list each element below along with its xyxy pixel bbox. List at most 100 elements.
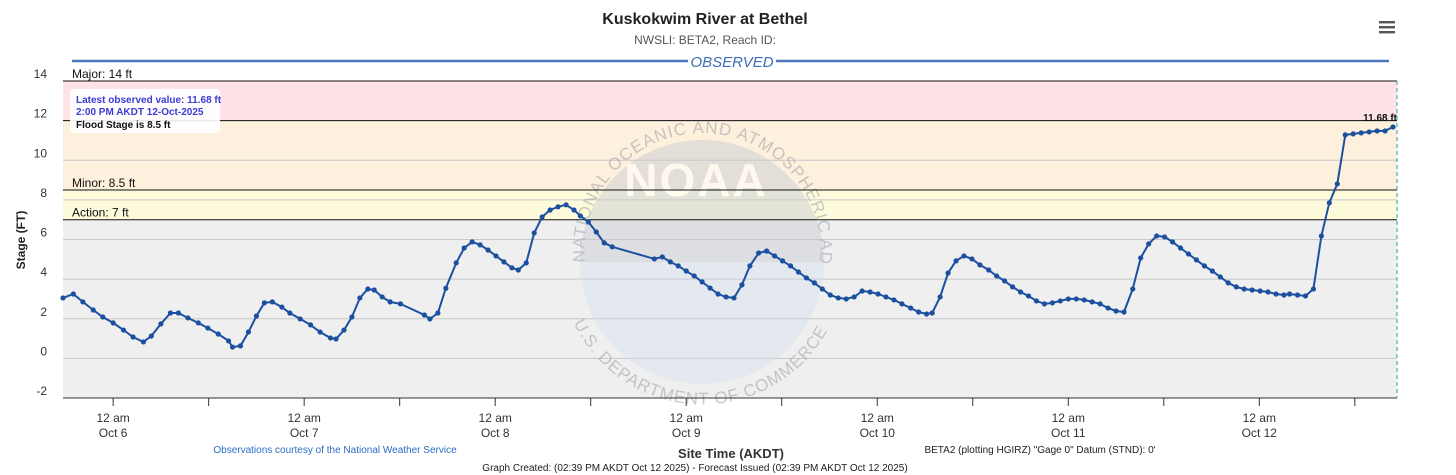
stage-point <box>1073 296 1079 302</box>
stage-point <box>477 242 483 248</box>
stage-point <box>397 301 404 307</box>
menu-button[interactable] <box>1374 15 1400 39</box>
stage-point <box>229 344 236 350</box>
stage-point <box>80 299 86 305</box>
stage-point <box>937 294 943 300</box>
stage-point <box>1342 132 1348 138</box>
stage-point <box>593 229 599 235</box>
stage-point <box>185 315 191 321</box>
tooltip-line: Latest observed value: 11.68 ft <box>76 95 222 106</box>
stage-point <box>130 334 136 340</box>
stage-point <box>803 275 810 281</box>
stage-point <box>969 256 975 262</box>
x-tick-label: Oct 12 <box>1242 426 1278 440</box>
tooltip-box <box>70 89 220 133</box>
stage-point <box>843 296 849 302</box>
stage-point <box>70 291 76 297</box>
tooltip-line: 2:00 PM AKDT 12-Oct-2025 <box>76 107 204 118</box>
y-tick-label: 2 <box>40 305 47 319</box>
stage-point <box>158 321 164 327</box>
stage-point <box>1185 251 1192 257</box>
stage-point <box>731 295 737 301</box>
stage-point <box>945 270 951 276</box>
stage-point <box>1121 309 1127 315</box>
stage-point <box>1241 286 1247 292</box>
stage-point <box>307 322 314 328</box>
stage-point <box>245 329 252 335</box>
section-label: OBSERVED <box>690 54 773 71</box>
stage-point <box>699 279 705 285</box>
stage-point <box>333 336 339 342</box>
stage-point <box>835 295 841 301</box>
x-axis-title: Site Time (AKDT) <box>678 446 784 461</box>
x-tick-label: 12 am <box>287 411 320 425</box>
tooltip-line: Flood Stage is 8.5 ft <box>76 120 171 131</box>
x-tick-label: Oct 7 <box>290 426 319 440</box>
stage-point <box>827 292 833 298</box>
stage-point <box>1273 291 1279 297</box>
stage-point <box>875 291 881 297</box>
x-tick-label: Oct 10 <box>860 426 896 440</box>
x-tick-label: 12 am <box>861 411 894 425</box>
stage-point <box>175 310 182 316</box>
stage-point <box>515 267 521 273</box>
stage-point <box>485 247 491 253</box>
x-tick-label: 12 am <box>96 411 129 425</box>
stage-point <box>1065 296 1071 302</box>
stage-point <box>961 253 967 259</box>
stage-point <box>287 310 293 316</box>
stage-point <box>379 294 385 300</box>
stage-point <box>977 262 983 268</box>
stage-point <box>819 286 825 292</box>
stage-point <box>899 301 905 307</box>
stage-point <box>253 313 260 319</box>
stage-point <box>1382 128 1388 134</box>
y-tick-label: 14 <box>34 67 48 81</box>
stage-point <box>435 310 441 316</box>
stage-point <box>90 307 96 313</box>
stage-point <box>1366 129 1372 135</box>
stage-point <box>1057 298 1063 304</box>
stage-point <box>547 207 553 213</box>
x-tick-label: 12 am <box>1243 411 1276 425</box>
x-tick-label: Oct 11 <box>1051 426 1086 440</box>
stage-point <box>683 268 689 274</box>
stage-point <box>723 294 729 300</box>
stage-point <box>1081 297 1087 303</box>
x-tick-label: Oct 9 <box>672 426 701 440</box>
stage-point <box>1113 308 1119 314</box>
stage-point <box>365 286 371 292</box>
stage-point <box>651 256 657 262</box>
stage-point <box>1334 181 1340 187</box>
stage-point <box>205 325 211 331</box>
stage-point <box>691 273 697 279</box>
stage-point <box>563 202 569 208</box>
stage-point <box>427 316 433 322</box>
stage-point <box>461 245 467 251</box>
stage-point <box>916 309 922 315</box>
stage-point <box>1138 255 1144 261</box>
stage-point <box>443 285 449 291</box>
chart-title: Kuskokwim River at Bethel <box>602 11 807 28</box>
stage-point <box>523 260 529 266</box>
stage-point <box>764 248 770 254</box>
stage-point <box>1390 124 1396 130</box>
y-tick-label: 10 <box>34 146 48 160</box>
y-tick-label: 4 <box>40 265 47 279</box>
stage-point <box>1002 278 1008 284</box>
stage-point <box>349 314 355 320</box>
stage-point <box>1130 286 1136 292</box>
stage-point <box>1009 284 1016 290</box>
stage-point <box>1154 233 1160 239</box>
stage-point <box>1326 200 1332 206</box>
stage-point <box>585 219 591 225</box>
stage-point <box>859 288 865 294</box>
y-axis-title: Stage (FT) <box>14 211 28 270</box>
y-tick-label: 0 <box>40 344 47 358</box>
menu-bar <box>1379 26 1395 29</box>
stage-point <box>1318 233 1324 239</box>
stage-point <box>867 289 873 295</box>
stage-point <box>1146 241 1152 247</box>
stage-point <box>110 320 116 326</box>
